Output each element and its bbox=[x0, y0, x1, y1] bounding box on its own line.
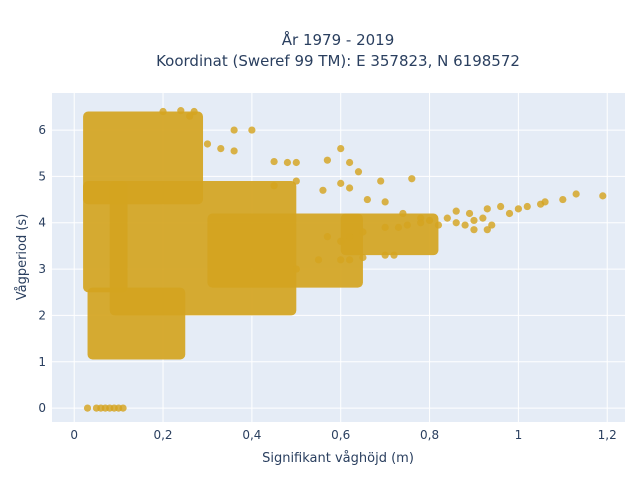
data-point bbox=[399, 209, 407, 218]
data-point bbox=[177, 107, 185, 115]
data-point bbox=[470, 226, 478, 234]
data-point bbox=[217, 145, 225, 153]
data-point bbox=[346, 233, 354, 241]
y-tick-label: 1 bbox=[38, 355, 46, 369]
x-tick-label: 1 bbox=[515, 428, 523, 442]
data-point bbox=[203, 140, 212, 148]
data-point bbox=[83, 404, 92, 412]
data-point bbox=[323, 233, 331, 241]
data-point bbox=[292, 177, 300, 185]
x-tick-label: 0,6 bbox=[331, 428, 350, 442]
data-point bbox=[523, 202, 531, 211]
data-point bbox=[248, 126, 256, 134]
x-tick-label: 1,2 bbox=[598, 428, 617, 442]
data-point bbox=[443, 214, 451, 222]
data-point bbox=[314, 256, 323, 264]
data-point bbox=[270, 157, 278, 166]
data-point bbox=[483, 226, 491, 234]
data-point bbox=[488, 221, 496, 229]
data-point bbox=[541, 198, 549, 206]
data-point bbox=[572, 190, 580, 198]
data-point bbox=[461, 221, 469, 229]
data-point bbox=[359, 253, 367, 262]
x-tick-label: 0 bbox=[70, 428, 78, 442]
y-axis-ticks: 0 1 2 3 4 5 6 bbox=[38, 123, 46, 415]
data-point bbox=[381, 223, 389, 231]
x-tick-label: 0,2 bbox=[153, 428, 172, 442]
data-point bbox=[292, 265, 300, 273]
y-tick-label: 4 bbox=[38, 216, 46, 230]
data-point bbox=[119, 404, 127, 412]
chart-title-line-2: Koordinat (Sweref 99 TM): E 357823, N 61… bbox=[156, 52, 520, 70]
data-point bbox=[337, 179, 345, 187]
data-point bbox=[190, 107, 198, 116]
x-tick-label: 0,4 bbox=[242, 428, 261, 442]
data-point bbox=[452, 207, 460, 215]
data-point bbox=[359, 228, 367, 236]
data-point bbox=[434, 221, 443, 229]
data-point bbox=[452, 219, 460, 227]
data-point bbox=[337, 237, 345, 245]
data-point bbox=[381, 251, 389, 259]
y-tick-label: 0 bbox=[38, 401, 46, 415]
x-axis-ticks: 0 0,2 0,4 0,6 0,8 1 1,2 bbox=[70, 428, 616, 442]
data-point bbox=[337, 256, 345, 264]
data-point bbox=[270, 182, 278, 190]
x-tick-label: 0,8 bbox=[420, 428, 439, 442]
data-point bbox=[363, 195, 371, 204]
data-point bbox=[377, 177, 385, 185]
data-point bbox=[346, 184, 354, 192]
data-point bbox=[292, 158, 300, 167]
data-point bbox=[230, 147, 238, 155]
chart-title-line-1: År 1979 - 2019 bbox=[282, 30, 395, 49]
data-point bbox=[323, 156, 331, 164]
y-tick-label: 2 bbox=[38, 308, 46, 322]
data-point bbox=[319, 186, 327, 194]
data-point bbox=[403, 221, 411, 229]
dense-point-cloud bbox=[340, 213, 439, 256]
data-point bbox=[417, 219, 425, 227]
data-point bbox=[394, 223, 403, 231]
data-point bbox=[159, 107, 167, 116]
data-point bbox=[559, 195, 567, 204]
y-tick-label: 3 bbox=[38, 262, 46, 276]
data-point bbox=[346, 158, 354, 167]
dense-point-cloud bbox=[207, 213, 363, 288]
data-point bbox=[470, 216, 478, 225]
data-point bbox=[497, 202, 505, 211]
data-point bbox=[465, 209, 474, 218]
data-point bbox=[408, 175, 416, 183]
data-point bbox=[230, 126, 238, 134]
data-point bbox=[505, 209, 514, 218]
data-point bbox=[283, 158, 292, 167]
data-point bbox=[354, 168, 363, 176]
data-point bbox=[390, 251, 398, 259]
data-point bbox=[599, 192, 607, 200]
y-tick-label: 5 bbox=[38, 169, 46, 183]
x-axis-title: Signifikant våghöjd (m) bbox=[262, 451, 414, 466]
y-tick-label: 6 bbox=[38, 123, 46, 137]
data-points bbox=[83, 107, 607, 412]
data-point bbox=[479, 214, 487, 222]
data-point bbox=[381, 198, 389, 206]
data-point bbox=[514, 205, 522, 213]
data-point bbox=[483, 205, 491, 213]
y-axis-title: Vågperiod (s) bbox=[15, 214, 30, 301]
data-point bbox=[186, 112, 194, 120]
data-point bbox=[425, 216, 434, 225]
data-point bbox=[346, 256, 354, 264]
data-point bbox=[337, 145, 345, 153]
